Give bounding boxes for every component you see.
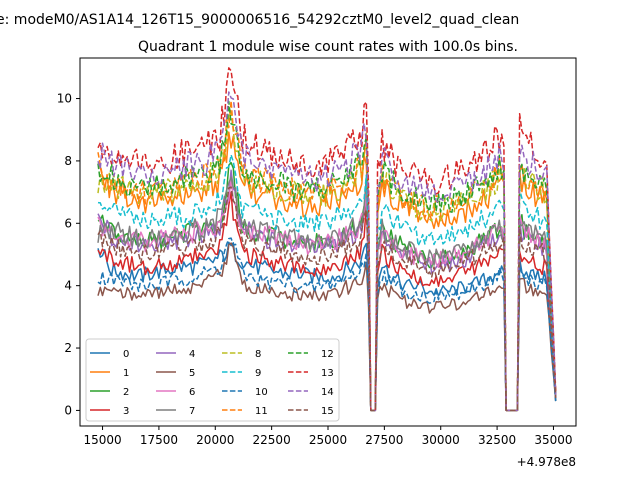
y-tick-label: 0 [64, 403, 72, 417]
series-line-8 [97, 111, 557, 412]
y-tick-label: 2 [64, 341, 72, 355]
plot-area [97, 67, 557, 412]
series-line-15 [97, 186, 557, 412]
legend-label-6: 6 [189, 387, 195, 398]
x-tick-label: 22500 [253, 433, 291, 447]
legend-label-11: 11 [255, 406, 268, 417]
legend-label-1: 1 [123, 368, 129, 379]
series-line-6 [97, 176, 557, 412]
x-tick-label: 17500 [140, 433, 178, 447]
y-axis: 0 2 4 6 8 10 [57, 92, 80, 417]
x-tick-label: 30000 [422, 433, 460, 447]
x-tick-label: 20000 [196, 433, 234, 447]
x-tick-label: 32500 [478, 433, 516, 447]
x-tick-label: 35000 [534, 433, 572, 447]
x-tick-label: 15000 [83, 433, 121, 447]
series-line-5 [97, 242, 557, 412]
y-tick-label: 6 [64, 216, 72, 230]
series-line-7 [97, 176, 557, 412]
legend-label-7: 7 [189, 406, 195, 417]
y-tick-label: 4 [64, 279, 72, 293]
legend-label-4: 4 [189, 349, 195, 360]
y-tick-label: 8 [64, 154, 72, 168]
figure-suptitle: n file: modeM0/AS1A14_126T15_9000006516_… [0, 12, 519, 28]
legend-label-5: 5 [189, 368, 195, 379]
chart-title: Quadrant 1 module wise count rates with … [138, 39, 518, 55]
legend-label-2: 2 [123, 387, 129, 398]
series-line-3 [97, 191, 557, 412]
x-tick-label: 27500 [365, 433, 403, 447]
legend-label-12: 12 [321, 349, 334, 360]
legend-label-3: 3 [123, 406, 129, 417]
legend-box [85, 338, 340, 422]
legend-label-10: 10 [255, 387, 268, 398]
legend-label-15: 15 [321, 406, 334, 417]
legend-label-9: 9 [255, 368, 261, 379]
x-axis: 15000 17500 20000 22500 25000 27500 30000 32500… [83, 426, 573, 447]
legend-label-13: 13 [321, 368, 334, 379]
series-line-10 [97, 237, 557, 412]
legend-label-8: 8 [255, 349, 261, 360]
y-tick-label: 10 [57, 92, 72, 106]
series-line-14 [97, 91, 557, 412]
legend-label-14: 14 [321, 387, 334, 398]
series-line-12 [97, 100, 557, 412]
x-tick-label: 25000 [309, 433, 347, 447]
x-offset-label: +4.978e8 [517, 455, 576, 469]
legend-label-0: 0 [123, 349, 129, 360]
series-line-13 [97, 67, 557, 412]
series-line-9 [97, 154, 557, 412]
